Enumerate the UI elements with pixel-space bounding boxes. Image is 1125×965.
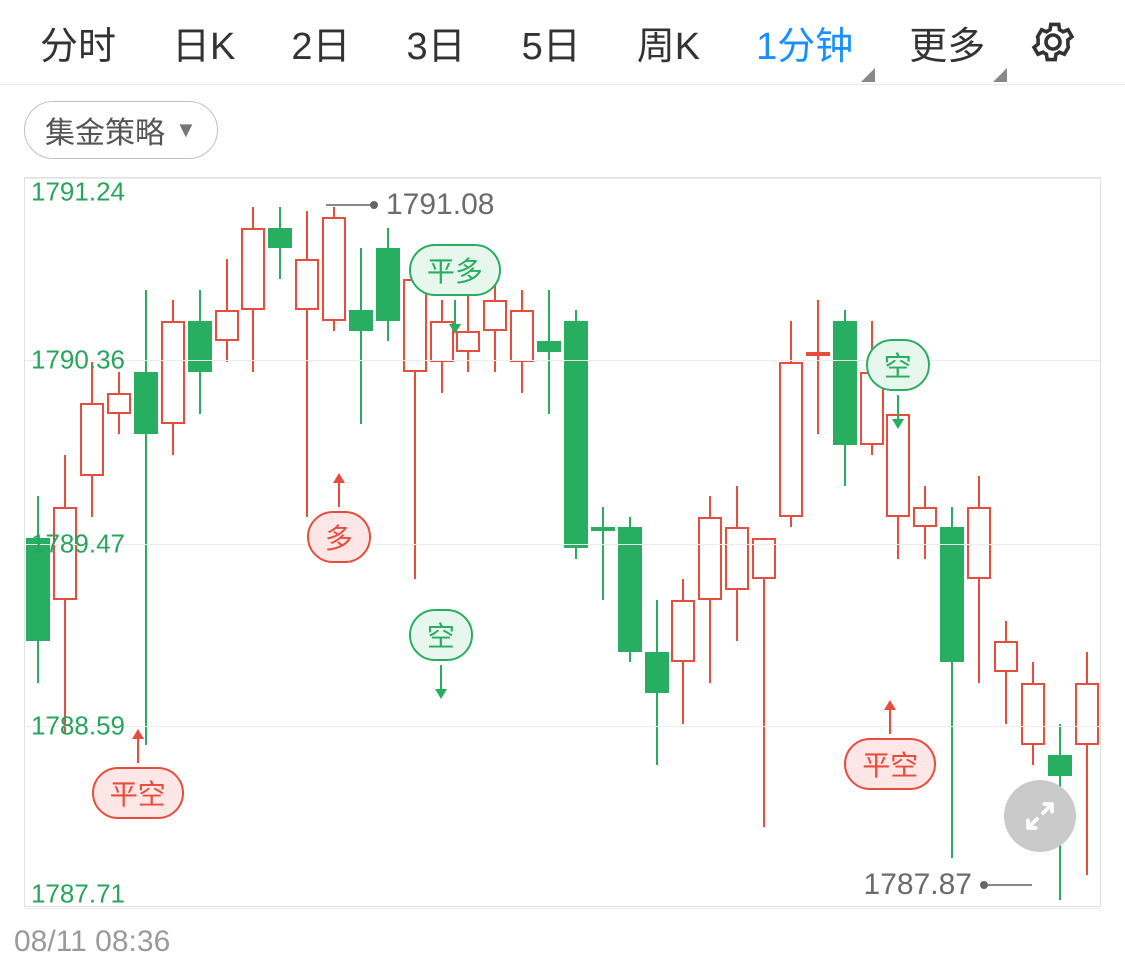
candle bbox=[886, 178, 910, 908]
candle bbox=[779, 178, 803, 908]
candle bbox=[725, 178, 749, 908]
candle bbox=[268, 178, 292, 908]
y-axis-label: 1791.24 bbox=[31, 177, 125, 208]
trade-signal: 空 bbox=[866, 339, 930, 425]
y-axis-label: 1787.71 bbox=[31, 879, 125, 910]
candlestick-chart[interactable]: 1791.241790.361789.471788.591787.711791.… bbox=[24, 177, 1101, 907]
trade-signal: 平空 bbox=[92, 733, 184, 819]
candle bbox=[591, 178, 615, 908]
caret-down-icon: ▼ bbox=[175, 117, 197, 143]
timeframe-tabs: 分时日K2日3日5日周K1分钟更多 bbox=[0, 0, 1125, 85]
candle bbox=[752, 178, 776, 908]
trade-signal: 平空 bbox=[844, 704, 936, 790]
gridline bbox=[25, 908, 1100, 909]
tab-6[interactable]: 1分钟 bbox=[728, 15, 881, 70]
candle bbox=[376, 178, 400, 908]
gridline bbox=[25, 360, 1100, 361]
tab-7[interactable]: 更多 bbox=[881, 15, 1013, 70]
y-axis-label: 1789.47 bbox=[31, 529, 125, 560]
trade-signal: 空 bbox=[409, 609, 473, 695]
trade-signal: 平多 bbox=[409, 244, 501, 330]
expand-icon bbox=[1022, 798, 1058, 834]
candles-layer bbox=[25, 178, 1100, 906]
candle bbox=[188, 178, 212, 908]
candle bbox=[913, 178, 937, 908]
price-callout: 1787.87 bbox=[864, 868, 1032, 902]
gridline bbox=[25, 726, 1100, 727]
candle bbox=[537, 178, 561, 908]
candle bbox=[241, 178, 265, 908]
strategy-dropdown[interactable]: 集金策略 ▼ bbox=[24, 101, 218, 159]
candle bbox=[967, 178, 991, 908]
candle bbox=[860, 178, 884, 908]
candle bbox=[833, 178, 857, 908]
tab-0[interactable]: 分时 bbox=[12, 15, 144, 70]
settings-button[interactable] bbox=[1027, 16, 1079, 68]
y-axis-label: 1790.36 bbox=[31, 344, 125, 375]
tab-1[interactable]: 日K bbox=[144, 15, 263, 70]
candle bbox=[671, 178, 695, 908]
candle bbox=[698, 178, 722, 908]
strategy-label: 集金策略 bbox=[45, 108, 165, 152]
gridline bbox=[25, 544, 1100, 545]
tab-2[interactable]: 2日 bbox=[263, 15, 378, 70]
gear-icon bbox=[1029, 18, 1077, 66]
timestamp: 08/11 08:36 bbox=[14, 925, 170, 959]
candle bbox=[618, 178, 642, 908]
candle bbox=[510, 178, 534, 908]
candle bbox=[940, 178, 964, 908]
candle bbox=[645, 178, 669, 908]
gridline bbox=[25, 178, 1100, 179]
candle bbox=[806, 178, 830, 908]
trade-signal: 多 bbox=[307, 477, 371, 563]
candle bbox=[1075, 178, 1099, 908]
candle bbox=[215, 178, 239, 908]
tab-4[interactable]: 5日 bbox=[494, 15, 609, 70]
price-callout: 1791.08 bbox=[326, 188, 494, 222]
strategy-row: 集金策略 ▼ bbox=[0, 85, 1125, 169]
tab-5[interactable]: 周K bbox=[609, 15, 728, 70]
candle bbox=[564, 178, 588, 908]
tab-3[interactable]: 3日 bbox=[379, 15, 494, 70]
expand-button[interactable] bbox=[1004, 780, 1076, 852]
